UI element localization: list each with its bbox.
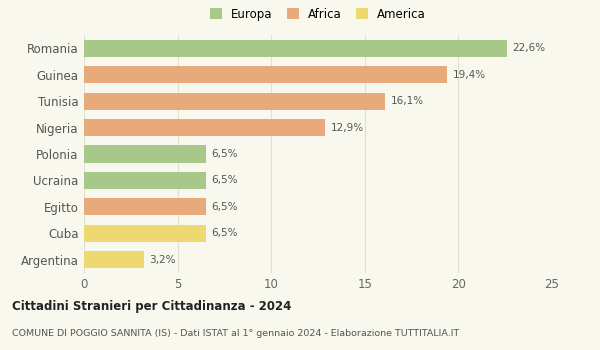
Bar [84, 92, 385, 110]
Text: 19,4%: 19,4% [453, 70, 486, 80]
Bar [84, 66, 447, 83]
Legend: Europa, Africa, America: Europa, Africa, America [210, 8, 426, 21]
Bar [84, 40, 507, 57]
Text: 6,5%: 6,5% [211, 202, 238, 212]
Text: Cittadini Stranieri per Cittadinanza - 2024: Cittadini Stranieri per Cittadinanza - 2… [12, 300, 292, 313]
Text: 16,1%: 16,1% [391, 96, 424, 106]
Bar [84, 198, 206, 216]
Text: 6,5%: 6,5% [211, 175, 238, 186]
Bar [84, 119, 325, 136]
Bar [84, 225, 206, 242]
Text: 6,5%: 6,5% [211, 149, 238, 159]
Text: 6,5%: 6,5% [211, 228, 238, 238]
Text: COMUNE DI POGGIO SANNITA (IS) - Dati ISTAT al 1° gennaio 2024 - Elaborazione TUT: COMUNE DI POGGIO SANNITA (IS) - Dati IST… [12, 329, 459, 338]
Text: 3,2%: 3,2% [149, 255, 176, 265]
Bar [84, 145, 206, 163]
Text: 12,9%: 12,9% [331, 122, 364, 133]
Bar [84, 251, 144, 268]
Text: 22,6%: 22,6% [512, 43, 546, 53]
Bar [84, 172, 206, 189]
